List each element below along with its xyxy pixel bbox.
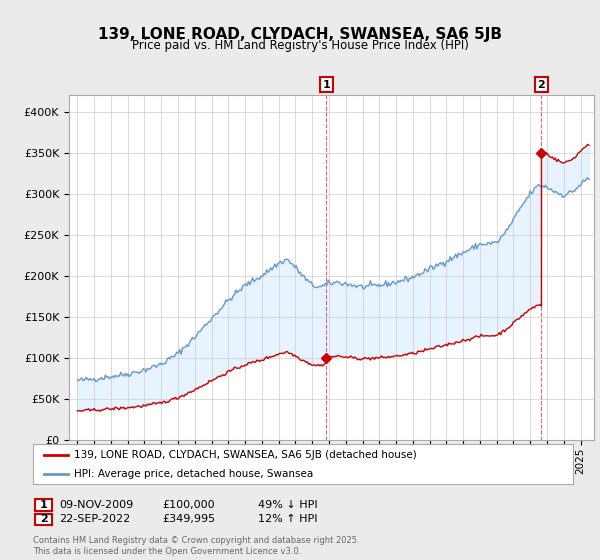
Text: Contains HM Land Registry data © Crown copyright and database right 2025.
This d: Contains HM Land Registry data © Crown c…: [33, 536, 359, 556]
Text: 2: 2: [538, 80, 545, 90]
Text: 49% ↓ HPI: 49% ↓ HPI: [258, 500, 317, 510]
Text: 22-SEP-2022: 22-SEP-2022: [59, 514, 130, 524]
Text: 1: 1: [40, 500, 47, 510]
Text: 2: 2: [40, 515, 47, 524]
Text: 139, LONE ROAD, CLYDACH, SWANSEA, SA6 5JB: 139, LONE ROAD, CLYDACH, SWANSEA, SA6 5J…: [98, 27, 502, 42]
Text: 12% ↑ HPI: 12% ↑ HPI: [258, 514, 317, 524]
Text: HPI: Average price, detached house, Swansea: HPI: Average price, detached house, Swan…: [74, 469, 313, 478]
Text: Price paid vs. HM Land Registry's House Price Index (HPI): Price paid vs. HM Land Registry's House …: [131, 39, 469, 52]
Text: 1: 1: [322, 80, 330, 90]
Text: 09-NOV-2009: 09-NOV-2009: [59, 500, 133, 510]
Text: 139, LONE ROAD, CLYDACH, SWANSEA, SA6 5JB (detached house): 139, LONE ROAD, CLYDACH, SWANSEA, SA6 5J…: [74, 450, 416, 460]
Text: £349,995: £349,995: [162, 514, 215, 524]
Text: £100,000: £100,000: [162, 500, 215, 510]
